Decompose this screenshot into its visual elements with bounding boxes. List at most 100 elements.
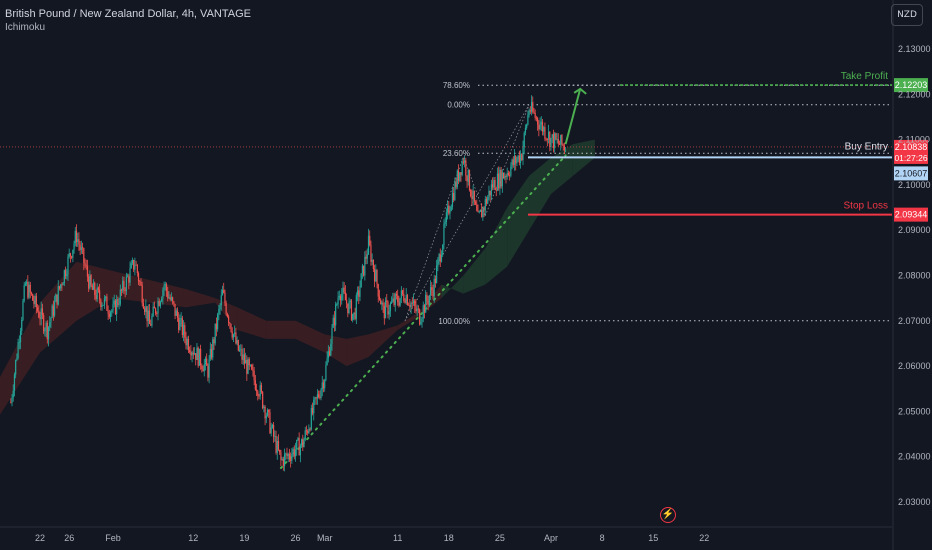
y-tick-label: 2.05000	[898, 406, 931, 416]
candle-body	[100, 299, 102, 308]
candle-body	[303, 439, 305, 448]
candle-body	[495, 189, 497, 191]
candle-body	[437, 259, 439, 267]
candle-body	[28, 284, 30, 298]
candle-body	[440, 254, 443, 262]
candle-body	[147, 310, 149, 322]
candle-body	[74, 230, 76, 244]
candle-body	[400, 290, 402, 298]
candle-body	[404, 300, 406, 303]
indicator-label[interactable]: Ichimoku	[5, 22, 46, 33]
candle-body	[371, 259, 373, 262]
candle-body	[187, 338, 190, 351]
candle-body	[419, 309, 421, 325]
candle-body	[367, 235, 370, 255]
candle-body	[264, 406, 266, 419]
candle-body	[158, 300, 160, 306]
candle-body	[254, 380, 256, 390]
candle-body	[234, 332, 236, 335]
candle-body	[270, 427, 272, 434]
candle-body	[123, 280, 125, 290]
candle-body	[518, 155, 520, 163]
currency-button[interactable]: NZD	[891, 4, 923, 26]
candle-body	[260, 385, 263, 392]
candle-body	[237, 340, 239, 351]
candle-body	[462, 161, 464, 163]
candle-body	[238, 349, 241, 351]
cloud-segment	[40, 261, 77, 353]
candle-body	[128, 276, 130, 283]
candle-body	[442, 244, 444, 255]
candle-body	[68, 253, 70, 257]
candle-body	[118, 304, 120, 306]
candle-body	[556, 138, 558, 140]
buy-entry-price-tag	[894, 166, 928, 181]
candle-body	[186, 338, 188, 346]
candle-body	[377, 284, 379, 297]
candle-body	[511, 159, 513, 167]
candle-body	[560, 135, 562, 145]
candle-body	[464, 160, 466, 163]
candle-body	[482, 207, 484, 218]
candle-body	[333, 317, 336, 326]
candle-body	[55, 294, 57, 302]
candle-body	[117, 299, 119, 305]
candle-body	[326, 358, 328, 366]
candle-body	[253, 370, 255, 381]
candle-body	[258, 395, 260, 397]
candle-body	[505, 175, 507, 177]
candle-body	[544, 127, 546, 139]
candle-body	[339, 295, 342, 301]
symbol-title[interactable]: British Pound / New Zealand Dollar, 4h, …	[5, 8, 251, 20]
candle-body	[202, 369, 204, 372]
candle-body	[406, 295, 409, 305]
candle-body	[515, 156, 517, 164]
candle-body	[116, 299, 118, 315]
candle-body	[245, 359, 247, 364]
candle-body	[473, 190, 475, 202]
candle-body	[472, 190, 474, 199]
candle-body	[432, 290, 434, 297]
candle-body	[504, 175, 506, 179]
candle-body	[354, 312, 356, 319]
x-tick-label: 8	[600, 533, 605, 543]
candle-body	[11, 397, 13, 403]
candle-body	[422, 305, 424, 319]
candle-body	[40, 308, 42, 320]
candle-body	[555, 133, 557, 140]
candle-body	[481, 209, 483, 218]
candle-body	[399, 297, 401, 306]
candle-body	[466, 175, 468, 182]
candle-body	[409, 305, 411, 308]
candle-body	[49, 322, 51, 327]
candle-body	[279, 449, 281, 453]
candle-body	[136, 265, 138, 274]
candle-body	[252, 369, 254, 371]
candle-body	[381, 302, 383, 305]
candle-body	[427, 300, 429, 304]
candle-body	[61, 284, 63, 286]
candle-body	[21, 319, 23, 332]
candle-body	[467, 169, 469, 182]
y-tick-label: 2.12000	[898, 89, 931, 99]
cloud-segment	[324, 334, 347, 367]
candle-body	[551, 134, 553, 138]
candle-body	[327, 351, 329, 359]
take-profit-price: 2.12203	[895, 80, 928, 90]
candle-body	[226, 313, 228, 317]
candle-body	[535, 117, 537, 119]
cloud-segment	[186, 289, 216, 308]
candle-body	[69, 253, 72, 257]
candle-body	[46, 322, 48, 340]
candle-body	[259, 385, 261, 396]
lightning-icon[interactable]: ⚡	[660, 507, 676, 523]
candle-body	[499, 169, 501, 189]
candle-body	[27, 281, 29, 298]
cloud-segment	[397, 311, 420, 330]
candle-body	[313, 399, 315, 414]
candle-body	[330, 343, 332, 356]
candle-body	[173, 301, 175, 304]
candle-body	[144, 308, 146, 313]
projection-arrowhead	[573, 87, 587, 95]
